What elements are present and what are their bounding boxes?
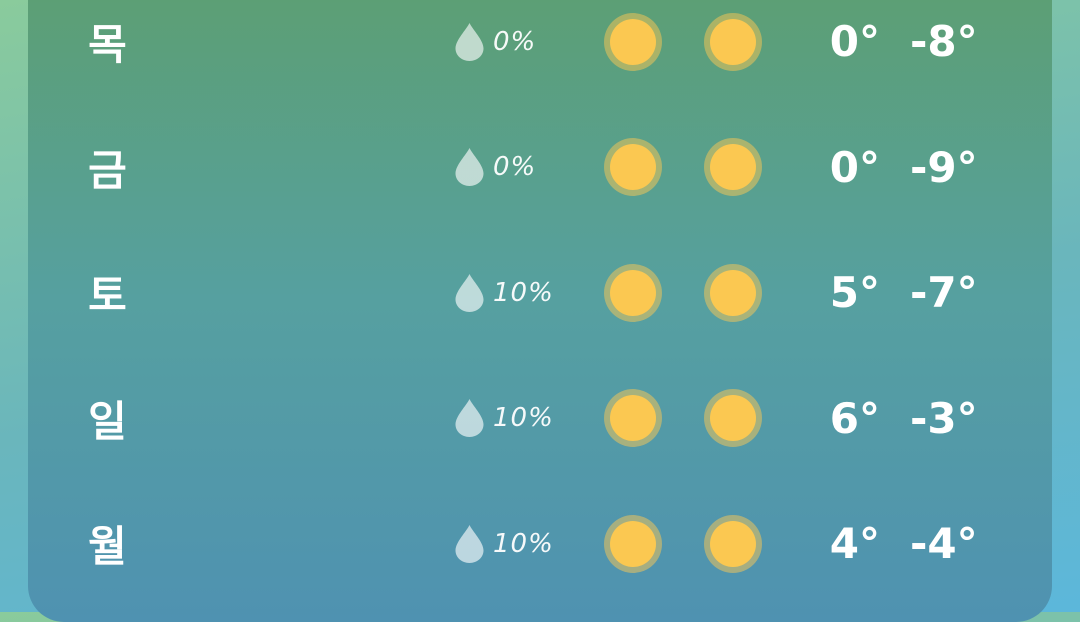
low-temperature: -9° xyxy=(910,142,978,192)
sunny-icon-am xyxy=(610,18,656,65)
temperature-group: 5° -7° xyxy=(798,268,1040,317)
condition-icons xyxy=(610,520,756,567)
day-label: 일 xyxy=(88,396,128,446)
forecast-rows: 목 0% 0° -8° 금 0% 0° -9° xyxy=(28,0,1052,607)
sunny-icon-am xyxy=(610,269,656,316)
condition-icons xyxy=(610,144,756,191)
raindrop-icon xyxy=(455,273,484,312)
high-temperature: 0° xyxy=(829,142,880,192)
precipitation-percent: 10% xyxy=(493,403,554,434)
temperature-group: 0° -9° xyxy=(798,143,1040,192)
raindrop-icon xyxy=(455,524,484,563)
sunny-icon-pm xyxy=(710,269,756,316)
precipitation-percent: 10% xyxy=(493,528,554,559)
high-temperature: 4° xyxy=(829,519,880,569)
precipitation-group: 0% xyxy=(455,148,585,187)
precipitation-percent: 10% xyxy=(493,277,554,308)
day-label: 월 xyxy=(88,522,128,572)
low-temperature: -3° xyxy=(910,393,978,443)
forecast-card: 목 0% 0° -8° 금 0% 0° -9° xyxy=(28,0,1052,622)
high-temperature: 6° xyxy=(829,393,880,443)
sunny-icon-am xyxy=(610,144,656,191)
high-temperature: 5° xyxy=(829,268,880,318)
sunny-icon-am xyxy=(610,520,656,567)
low-temperature: -7° xyxy=(910,268,978,318)
forecast-row[interactable]: 토 10% 5° -7° xyxy=(28,230,1052,356)
raindrop-icon xyxy=(455,399,484,438)
precipitation-percent: 0% xyxy=(493,26,537,57)
condition-icons xyxy=(610,18,756,65)
high-temperature: 0° xyxy=(829,17,880,67)
sunny-icon-pm xyxy=(710,144,756,191)
temperature-group: 0° -8° xyxy=(798,17,1040,66)
precipitation-group: 0% xyxy=(455,22,585,61)
day-label: 목 xyxy=(88,20,128,70)
forecast-row[interactable]: 금 0% 0° -9° xyxy=(28,105,1052,231)
precipitation-group: 10% xyxy=(455,524,585,563)
precipitation-group: 10% xyxy=(455,399,585,438)
sunny-icon-am xyxy=(610,395,656,442)
sunny-icon-pm xyxy=(710,18,756,65)
forecast-row[interactable]: 일 10% 6° -3° xyxy=(28,356,1052,482)
temperature-group: 6° -3° xyxy=(798,394,1040,443)
forecast-row[interactable]: 목 0% 0° -8° xyxy=(28,0,1052,105)
condition-icons xyxy=(610,395,756,442)
raindrop-icon xyxy=(455,22,484,61)
forecast-row[interactable]: 월 10% 4° -4° xyxy=(28,481,1052,607)
day-label: 토 xyxy=(88,271,128,321)
low-temperature: -4° xyxy=(910,519,978,569)
precipitation-group: 10% xyxy=(455,273,585,312)
low-temperature: -8° xyxy=(910,17,978,67)
precipitation-percent: 0% xyxy=(493,152,537,183)
raindrop-icon xyxy=(455,148,484,187)
sunny-icon-pm xyxy=(710,520,756,567)
sunny-icon-pm xyxy=(710,395,756,442)
condition-icons xyxy=(610,269,756,316)
day-label: 금 xyxy=(88,145,128,195)
temperature-group: 4° -4° xyxy=(798,519,1040,568)
